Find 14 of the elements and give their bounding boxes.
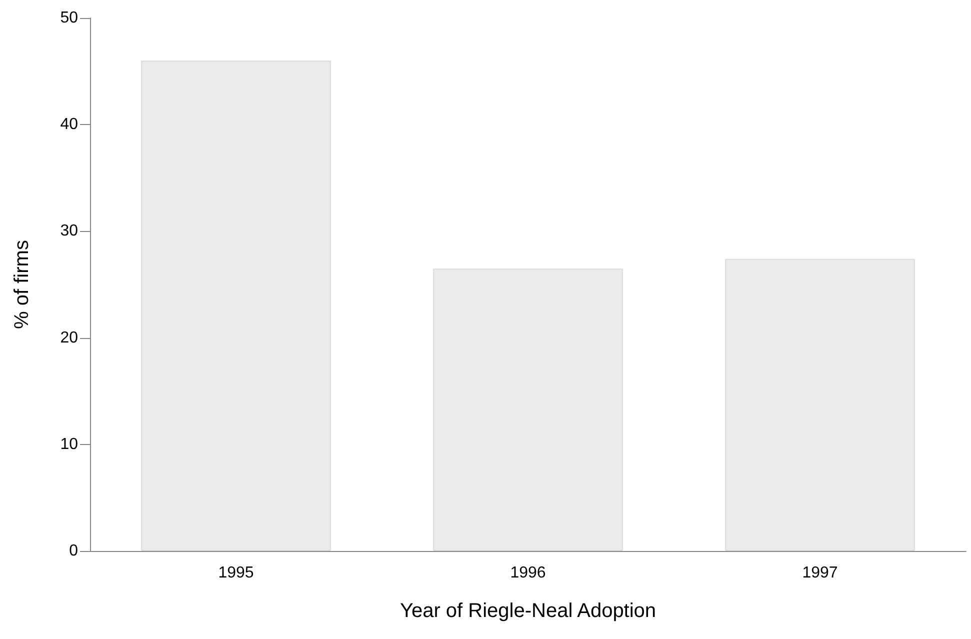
y-tick-label: 10 bbox=[60, 436, 78, 453]
y-tick-label: 30 bbox=[60, 222, 78, 240]
x-tick-label: 1997 bbox=[802, 564, 838, 582]
y-axis-title: % of firms bbox=[11, 240, 33, 329]
y-tick-label: 0 bbox=[69, 542, 78, 560]
y-tick-label: 20 bbox=[60, 329, 78, 346]
bar bbox=[141, 60, 331, 551]
x-axis-title: Year of Riegle-Neal Adoption bbox=[400, 600, 656, 622]
y-tick-label: 50 bbox=[60, 10, 78, 26]
bar bbox=[725, 258, 915, 551]
x-tick-label: 1996 bbox=[510, 564, 546, 582]
y-tick-label: 40 bbox=[60, 116, 78, 134]
bar bbox=[433, 268, 623, 551]
x-tick-label: 1995 bbox=[218, 564, 254, 582]
